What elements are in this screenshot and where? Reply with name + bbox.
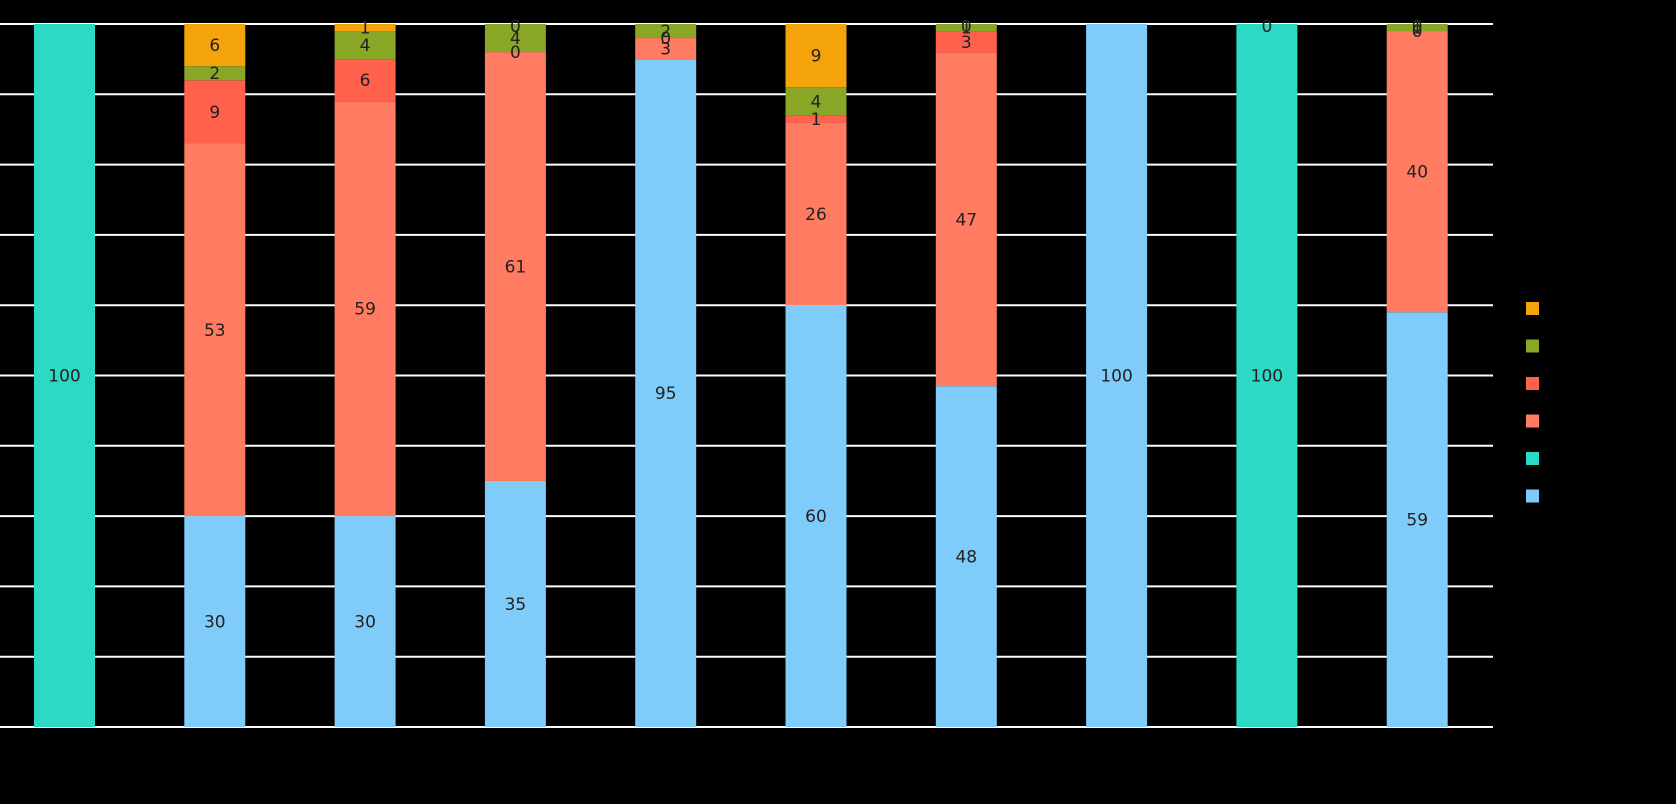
data-label: 30 <box>354 613 376 633</box>
data-label: 30 <box>204 613 226 633</box>
bar-segment <box>635 38 697 60</box>
data-label: 26 <box>805 205 827 225</box>
bar-segment <box>635 24 697 39</box>
bar-segment <box>34 24 95 727</box>
bar-segment <box>484 52 546 481</box>
bar-segment <box>935 386 997 727</box>
data-label: 1 <box>1412 19 1423 39</box>
data-label: 95 <box>655 384 677 404</box>
data-label: 1 <box>811 110 822 130</box>
bar-segment <box>1386 31 1448 313</box>
data-label: 59 <box>1406 511 1428 531</box>
legend-swatch <box>1526 302 1539 315</box>
bar-segment <box>935 52 997 387</box>
bar-segment <box>1236 24 1298 727</box>
bar-segment <box>334 59 396 102</box>
bar-segment <box>184 516 246 727</box>
data-label: 9 <box>811 47 822 67</box>
bars <box>34 24 1448 727</box>
legend <box>1526 302 1539 503</box>
bar-segment <box>935 24 997 32</box>
legend-swatch <box>1526 377 1539 390</box>
data-label: 100 <box>1251 367 1283 387</box>
bar-segment <box>184 80 246 144</box>
data-label: 2 <box>209 64 220 84</box>
legend-swatch <box>1526 452 1539 465</box>
data-label: 0 <box>961 17 972 37</box>
data-label: 6 <box>360 71 371 91</box>
data-labels: 1003053926305964135610409530260261494847… <box>48 17 1428 633</box>
data-label: 9 <box>209 103 220 123</box>
bar-segment <box>484 24 546 53</box>
data-label: 4 <box>510 29 521 49</box>
bar-segment <box>1386 312 1448 727</box>
data-label: 47 <box>955 210 977 230</box>
bar-segment <box>334 31 396 60</box>
data-label: 0 <box>1412 22 1423 42</box>
data-label: 48 <box>955 548 977 568</box>
data-label: 0 <box>510 43 521 63</box>
data-label: 0 <box>660 29 671 49</box>
data-label: 4 <box>360 36 371 56</box>
bar-segment <box>785 305 847 727</box>
bar-segment <box>1086 24 1148 727</box>
bar-segment <box>184 143 246 517</box>
bar-segment <box>785 115 847 123</box>
bar-segment <box>334 516 396 727</box>
data-label: 4 <box>811 92 822 112</box>
bar-segment <box>334 24 396 32</box>
bar-segment <box>184 66 246 81</box>
bar-segment <box>635 59 697 727</box>
data-label: 100 <box>48 367 80 387</box>
data-label: 6 <box>209 36 220 56</box>
bar-segment <box>334 101 396 517</box>
data-label: 0 <box>1412 17 1423 37</box>
data-label: 2 <box>660 22 671 42</box>
data-label: 61 <box>505 258 527 278</box>
data-label: 100 <box>1100 367 1132 387</box>
legend-swatch <box>1526 414 1539 428</box>
bar-segment <box>484 480 546 727</box>
data-label: 3 <box>660 40 671 60</box>
legend-swatch <box>1526 339 1539 353</box>
bar-segment <box>785 122 847 306</box>
legend-swatch <box>1526 489 1539 503</box>
bar-segment <box>1386 24 1448 32</box>
data-label: 53 <box>204 321 226 341</box>
bar-segment <box>785 24 847 88</box>
data-label: 35 <box>505 595 527 615</box>
bar-segment <box>935 31 997 53</box>
data-label: 59 <box>354 300 376 320</box>
data-label: 40 <box>1406 163 1428 183</box>
data-label: 3 <box>961 33 972 53</box>
data-label: 1 <box>961 19 972 39</box>
data-label: 60 <box>805 507 827 527</box>
bar-segment <box>184 24 246 67</box>
data-label: 0 <box>1261 17 1272 37</box>
data-label: 0 <box>510 17 521 37</box>
bar-segment <box>785 87 847 116</box>
data-label: 1 <box>360 19 371 39</box>
